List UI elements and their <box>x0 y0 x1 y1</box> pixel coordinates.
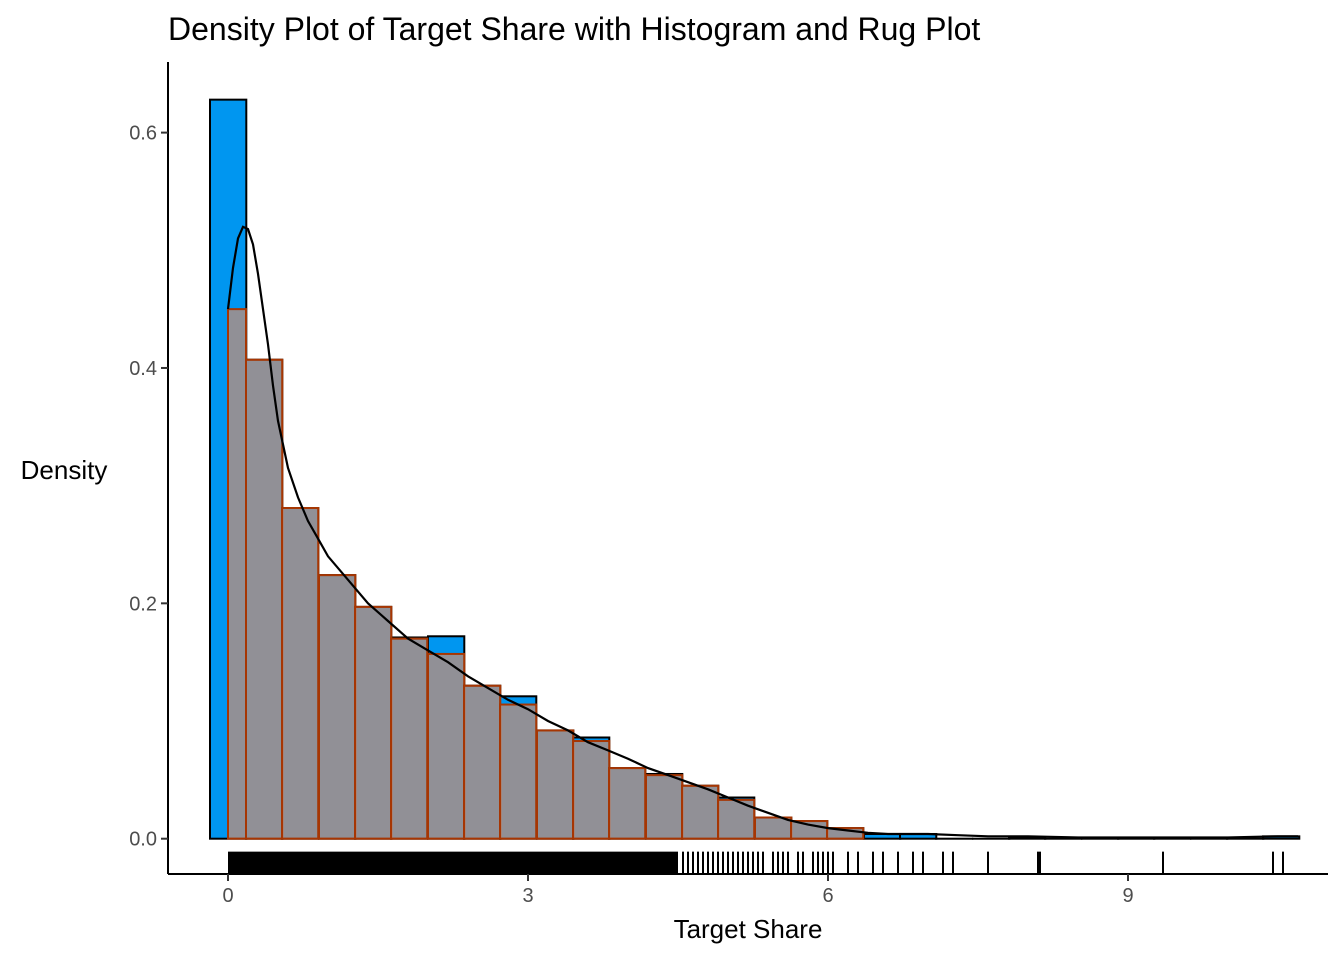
density-bar <box>645 774 684 840</box>
x-tick-label: 3 <box>522 885 533 907</box>
y-tick-label: 0.4 <box>129 358 157 380</box>
x-tick-label: 9 <box>1122 885 1133 907</box>
density-bar <box>245 358 284 840</box>
density-bar <box>608 767 647 840</box>
density-bars <box>227 308 865 840</box>
density-bar <box>354 605 393 840</box>
rug-plot <box>228 851 1284 875</box>
density-bar <box>754 816 793 840</box>
x-axis-ticks: 0 3 6 9 <box>222 874 1134 907</box>
y-tick-label: 0.0 <box>129 829 157 851</box>
y-tick-label: 0.2 <box>129 593 157 615</box>
x-tick-label: 0 <box>222 885 233 907</box>
density-bar <box>499 703 538 840</box>
density-bar <box>227 308 247 840</box>
chart-title: Density Plot of Target Share with Histog… <box>168 11 980 47</box>
x-tick-label: 6 <box>822 885 833 907</box>
x-axis-title: Target Share <box>674 914 823 944</box>
density-bar <box>318 574 357 840</box>
density-bar <box>572 740 611 840</box>
density-bar <box>681 784 720 840</box>
y-axis-ticks: 0.0 0.2 0.4 0.6 <box>129 123 168 851</box>
histogram-bar <box>1008 836 1047 840</box>
density-bar <box>427 652 466 840</box>
y-axis-title: Density <box>21 455 108 485</box>
density-bar <box>536 729 575 840</box>
density-bar <box>281 507 320 840</box>
y-tick-label: 0.6 <box>129 123 157 145</box>
density-bar <box>463 684 502 840</box>
density-curve-line <box>226 225 1298 839</box>
density-bar <box>826 827 865 840</box>
density-bar <box>390 637 429 840</box>
rug-dense-band <box>228 851 678 875</box>
